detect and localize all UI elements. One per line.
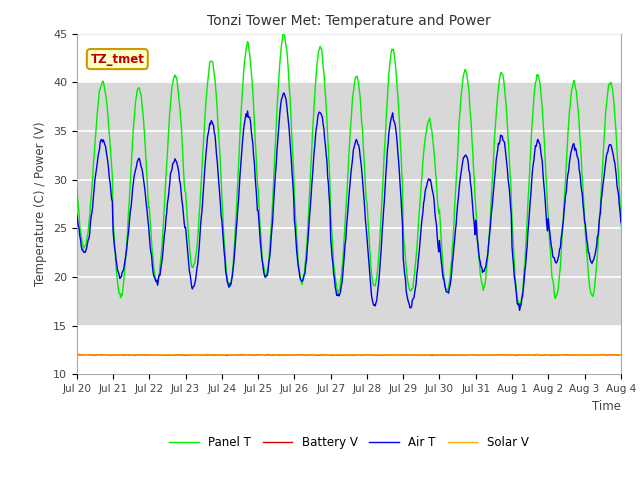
Air T: [73, 212, 81, 217]
Battery V: [310, 352, 317, 358]
Solar V: [310, 352, 317, 358]
Air T: [310, 161, 317, 167]
Battery V: [203, 351, 211, 357]
Panel T: [516, 305, 524, 311]
Bar: [77, 82, 621, 326]
Air T: [214, 171, 222, 177]
Text: TZ_tmet: TZ_tmet: [90, 53, 144, 66]
Solar V: [215, 352, 223, 358]
Air T: [486, 227, 494, 232]
Battery V: [547, 352, 555, 358]
Air T: [280, 90, 287, 96]
Line: Solar V: Solar V: [77, 354, 621, 356]
Solar V: [191, 352, 199, 358]
Battery V: [215, 352, 223, 358]
Battery V: [618, 352, 625, 358]
Panel T: [614, 161, 621, 167]
Line: Air T: Air T: [77, 93, 621, 310]
Battery V: [429, 353, 436, 359]
X-axis label: Time: Time: [592, 400, 621, 413]
Solar V: [614, 352, 621, 358]
Solar V: [73, 351, 81, 357]
Air T: [614, 188, 621, 193]
Solar V: [618, 352, 625, 358]
Line: Battery V: Battery V: [77, 354, 621, 356]
Panel T: [547, 264, 555, 270]
Legend: Panel T, Battery V, Air T, Solar V: Panel T, Battery V, Air T, Solar V: [164, 432, 533, 454]
Battery V: [73, 352, 81, 358]
Panel T: [73, 183, 81, 189]
Panel T: [214, 123, 222, 129]
Air T: [618, 221, 625, 227]
Panel T: [280, 30, 287, 36]
Battery V: [614, 352, 621, 358]
Battery V: [487, 352, 495, 358]
Title: Tonzi Tower Met: Temperature and Power: Tonzi Tower Met: Temperature and Power: [207, 14, 491, 28]
Solar V: [486, 352, 494, 358]
Air T: [516, 307, 524, 313]
Line: Panel T: Panel T: [77, 33, 621, 308]
Solar V: [547, 352, 554, 358]
Y-axis label: Temperature (C) / Power (V): Temperature (C) / Power (V): [35, 122, 47, 286]
Panel T: [191, 261, 198, 266]
Air T: [547, 243, 555, 249]
Battery V: [191, 352, 198, 358]
Air T: [191, 281, 198, 287]
Solar V: [600, 351, 607, 357]
Panel T: [310, 117, 317, 122]
Solar V: [156, 353, 163, 359]
Panel T: [486, 219, 494, 225]
Panel T: [618, 226, 625, 232]
